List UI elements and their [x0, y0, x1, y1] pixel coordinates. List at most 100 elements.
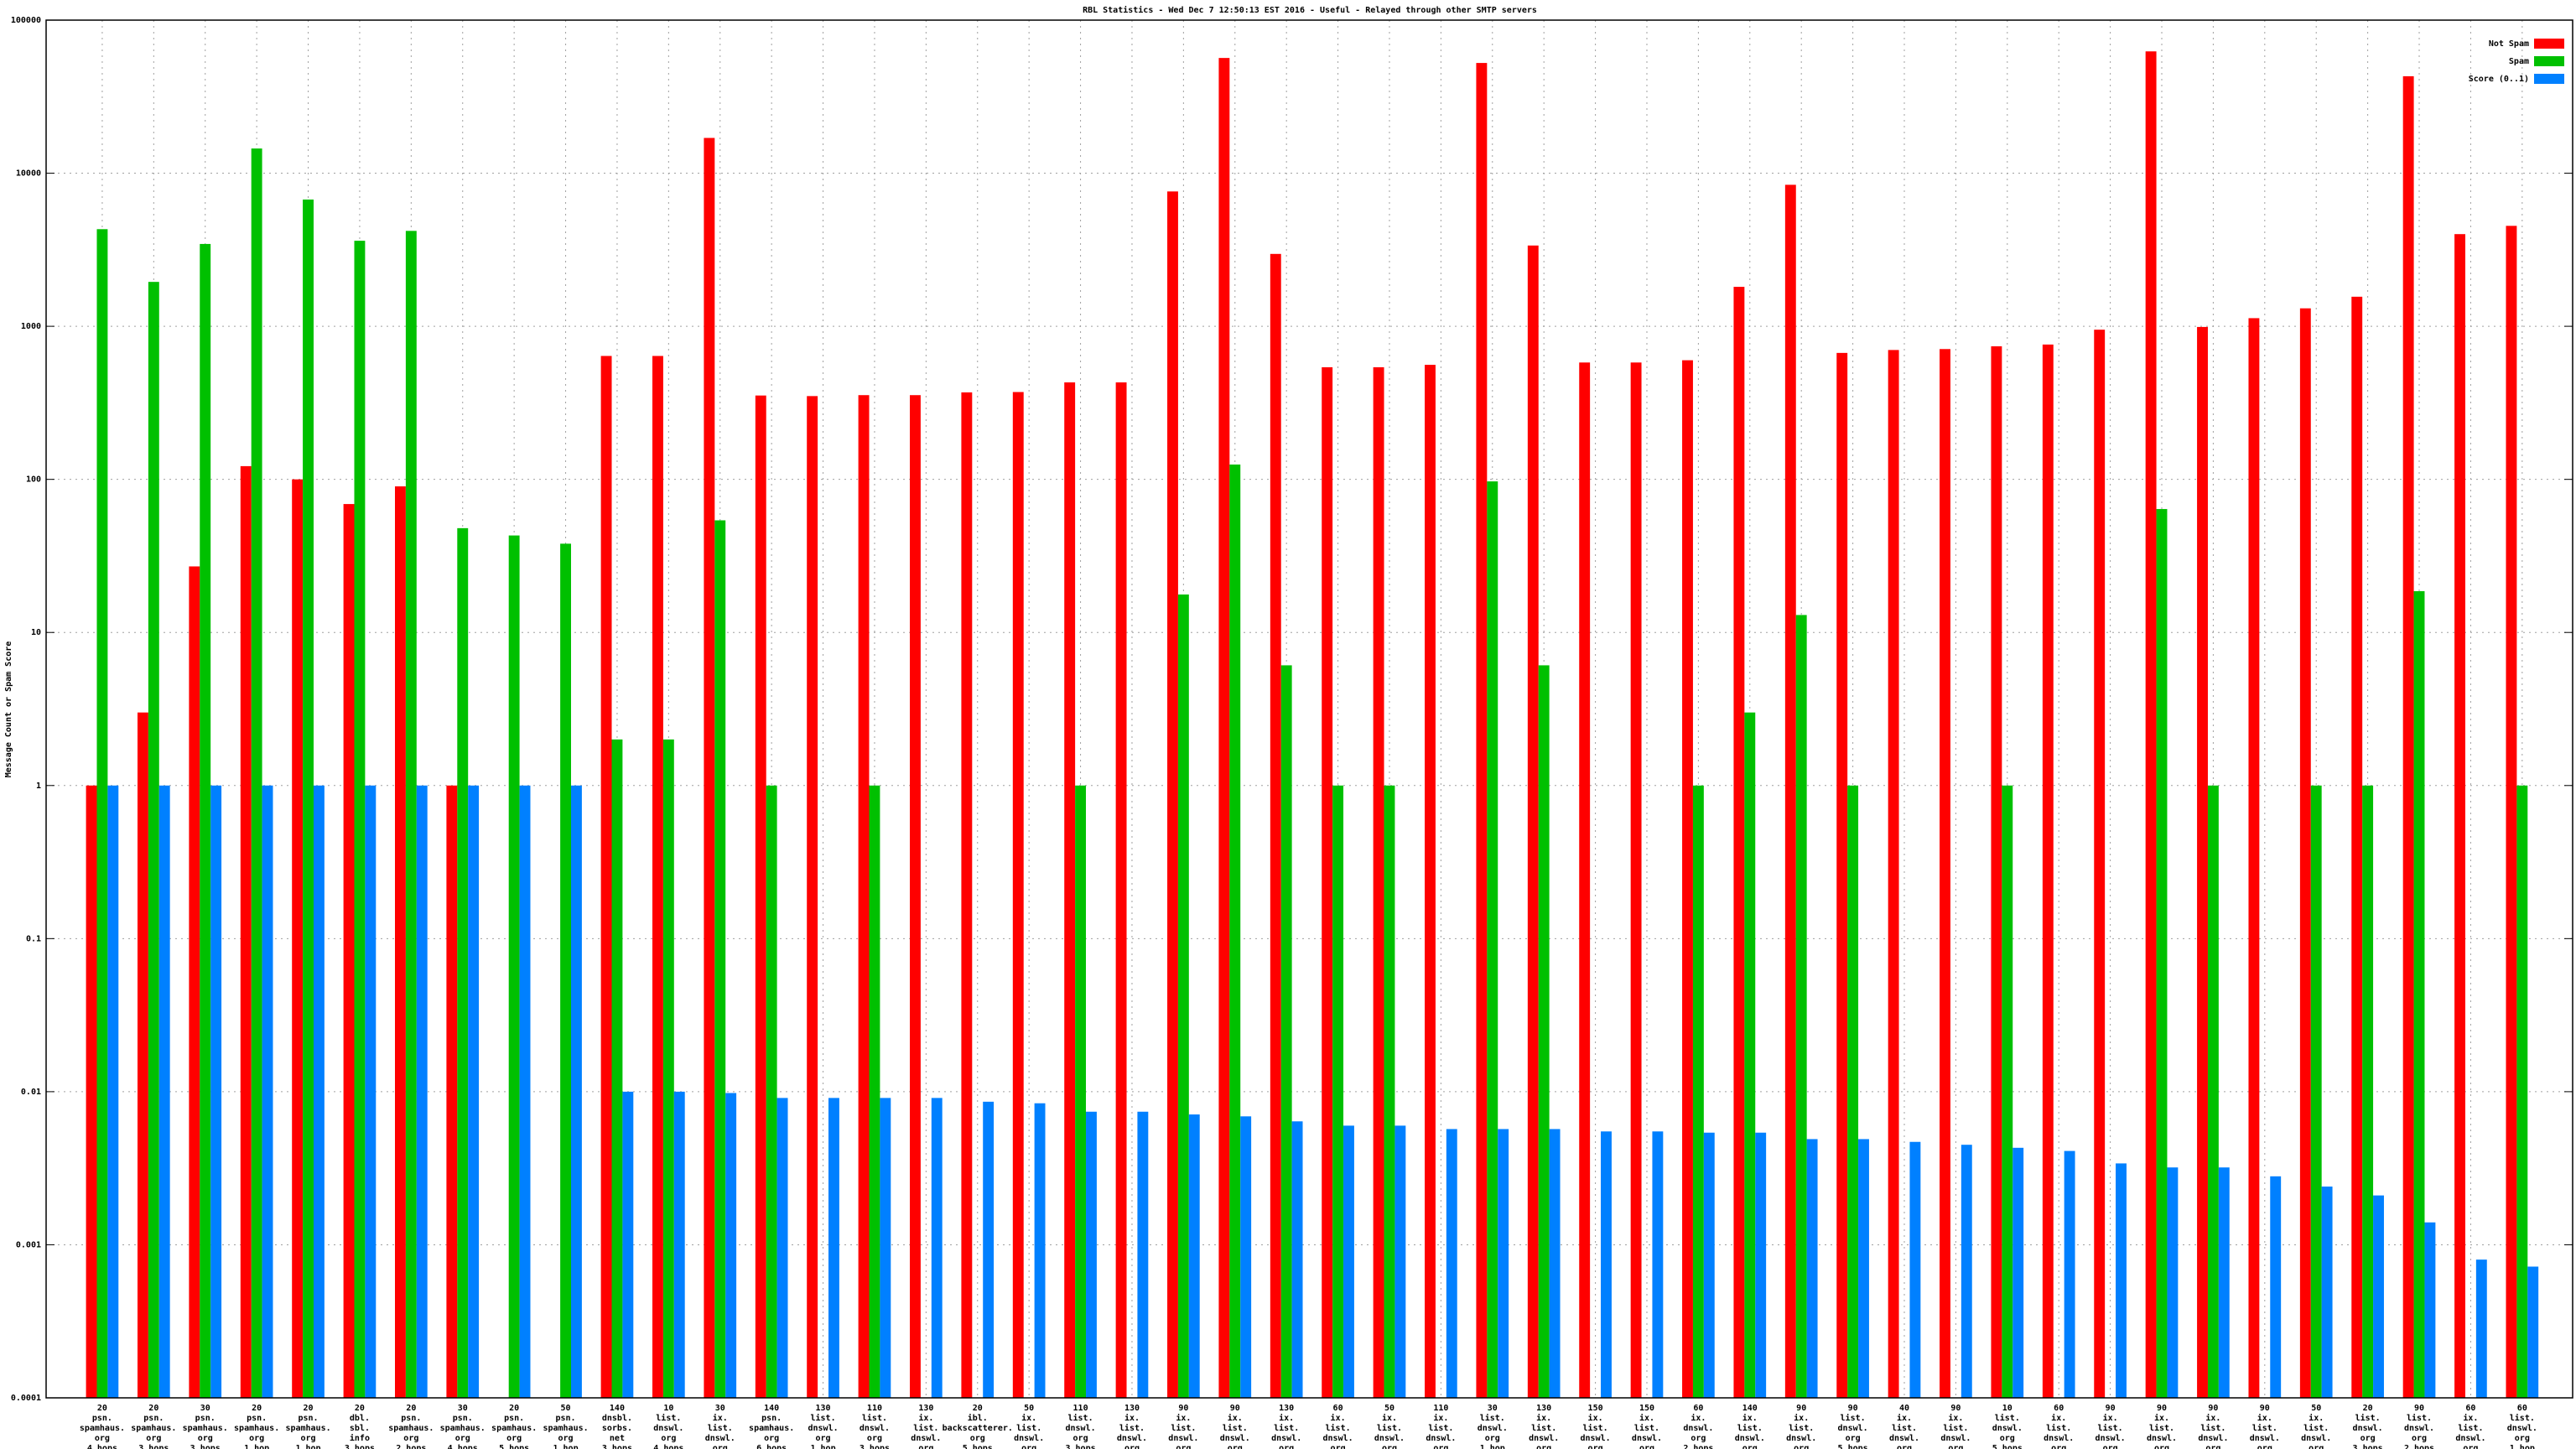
x-tick-label: info [350, 1433, 370, 1443]
x-tick-label: ix. [1897, 1413, 1912, 1423]
bar [1167, 191, 1178, 1398]
x-tick-label: dnswl. [1889, 1434, 1919, 1443]
x-tick-label: list. [1737, 1423, 1763, 1433]
x-tick-label: 130 [816, 1404, 831, 1413]
bar [1579, 362, 1591, 1399]
bar [1498, 1129, 1509, 1398]
x-tick-label: dnswl. [860, 1424, 890, 1433]
bar [1086, 1111, 1097, 1398]
bar [251, 148, 262, 1398]
bar [107, 785, 119, 1398]
bar [2454, 234, 2465, 1399]
x-tick-label: dnswl. [808, 1424, 838, 1433]
y-tick-label: 100 [26, 475, 41, 485]
x-tick-label: org [1485, 1434, 1500, 1443]
x-tick-label: org [146, 1434, 161, 1443]
x-tick-label: spamhaus. [131, 1424, 176, 1433]
x-tick-label: 6 hops [756, 1444, 787, 1449]
bar [210, 785, 222, 1398]
bar [405, 231, 417, 1398]
x-tick-label: dnswl. [1735, 1434, 1765, 1443]
bar [457, 527, 469, 1398]
bar [468, 785, 480, 1398]
x-tick-label: list. [2200, 1423, 2225, 1433]
x-tick-label: org [2412, 1434, 2427, 1443]
bar [2516, 785, 2528, 1398]
x-tick-label: 90 [2260, 1404, 2270, 1413]
y-tick-label: 100000 [11, 16, 41, 25]
x-tick-label: dnswl. [1117, 1434, 1147, 1443]
x-tick-label: list. [2252, 1423, 2277, 1433]
x-tick-label: list. [1428, 1423, 1453, 1433]
x-tick-label: 4 hops [653, 1444, 683, 1449]
x-tick-label: list. [1789, 1423, 1814, 1433]
x-tick-label: org [301, 1434, 316, 1443]
x-tick-label: list. [2355, 1413, 2381, 1423]
x-tick-label: sbl. [350, 1424, 370, 1433]
x-tick-label: list. [1480, 1413, 1505, 1423]
x-tick-label: ix. [1433, 1413, 1448, 1423]
bar [158, 785, 170, 1398]
bar [1476, 63, 1488, 1399]
x-tick-label: psn. [92, 1414, 112, 1423]
x-tick-label: 2 hops [2404, 1444, 2434, 1449]
x-tick-label: org [2360, 1434, 2376, 1443]
bar [1784, 184, 1796, 1399]
x-tick-label: org [403, 1434, 418, 1443]
x-tick-label: list. [1943, 1423, 1968, 1433]
bar [880, 1098, 891, 1398]
x-tick-label: list. [1634, 1423, 1659, 1433]
bar [1487, 481, 1498, 1398]
bar [2156, 509, 2168, 1398]
x-tick-label: org [970, 1434, 985, 1443]
bar [2424, 1222, 2436, 1398]
x-tick-label: 40 [1899, 1404, 1909, 1413]
x-tick-label: sorbs. [602, 1424, 632, 1433]
legend-label: Spam [2509, 57, 2529, 66]
x-tick-label: org [2257, 1444, 2272, 1449]
x-tick-label: ix. [1331, 1413, 1346, 1423]
bar [313, 785, 325, 1398]
bar [1075, 785, 1087, 1398]
bar [292, 479, 304, 1398]
bar [1682, 360, 1693, 1398]
legend-swatch [2534, 39, 2564, 49]
x-tick-label: 3 hops [2353, 1444, 2383, 1449]
x-tick-label: 140 [764, 1404, 779, 1413]
x-tick-label: org [1073, 1434, 1088, 1443]
x-tick-label: net [610, 1434, 625, 1443]
x-tick-label: org [816, 1434, 831, 1443]
x-tick-label: ix. [1382, 1413, 1397, 1423]
x-tick-label: 110 [867, 1404, 882, 1413]
chart-title: RBL Statistics - Wed Dec 7 12:50:13 EST … [1083, 5, 1537, 15]
x-tick-label: ix. [2257, 1413, 2272, 1423]
x-tick-label: list. [2149, 1423, 2174, 1433]
bar [1332, 785, 1344, 1398]
x-tick-label: list. [1892, 1423, 1917, 1433]
x-tick-label: dnswl. [1940, 1434, 1971, 1443]
x-tick-label: 5 hops [963, 1444, 993, 1449]
x-tick-label: 150 [1639, 1404, 1654, 1413]
x-tick-label: 90 [2208, 1404, 2218, 1413]
x-tick-label: 10 [2002, 1404, 2012, 1413]
bar [2299, 308, 2311, 1398]
x-tick-label: ix. [1794, 1413, 1809, 1423]
bar [2373, 1195, 2384, 1398]
x-tick-label: dnswl. [1426, 1434, 1456, 1443]
x-tick-label: list. [1223, 1423, 1248, 1433]
x-tick-label: dnswl. [1220, 1434, 1250, 1443]
x-tick-label: 60 [2054, 1404, 2064, 1413]
bar [714, 520, 726, 1398]
x-tick-label: psn. [298, 1414, 318, 1423]
x-tick-label: org [558, 1434, 574, 1443]
x-tick-label: dnswl. [1323, 1434, 1353, 1443]
x-tick-label: list. [1274, 1423, 1299, 1433]
plot-frame [45, 19, 2573, 1399]
x-tick-label: org [1228, 1444, 1243, 1449]
bar [2042, 344, 2054, 1398]
x-tick-label: org [1794, 1444, 1809, 1449]
x-tick-label: org [867, 1434, 882, 1443]
x-tick-label: org [506, 1434, 522, 1443]
x-tick-label: 90 [2157, 1404, 2167, 1413]
x-tick-label: dnswl. [2096, 1434, 2126, 1443]
